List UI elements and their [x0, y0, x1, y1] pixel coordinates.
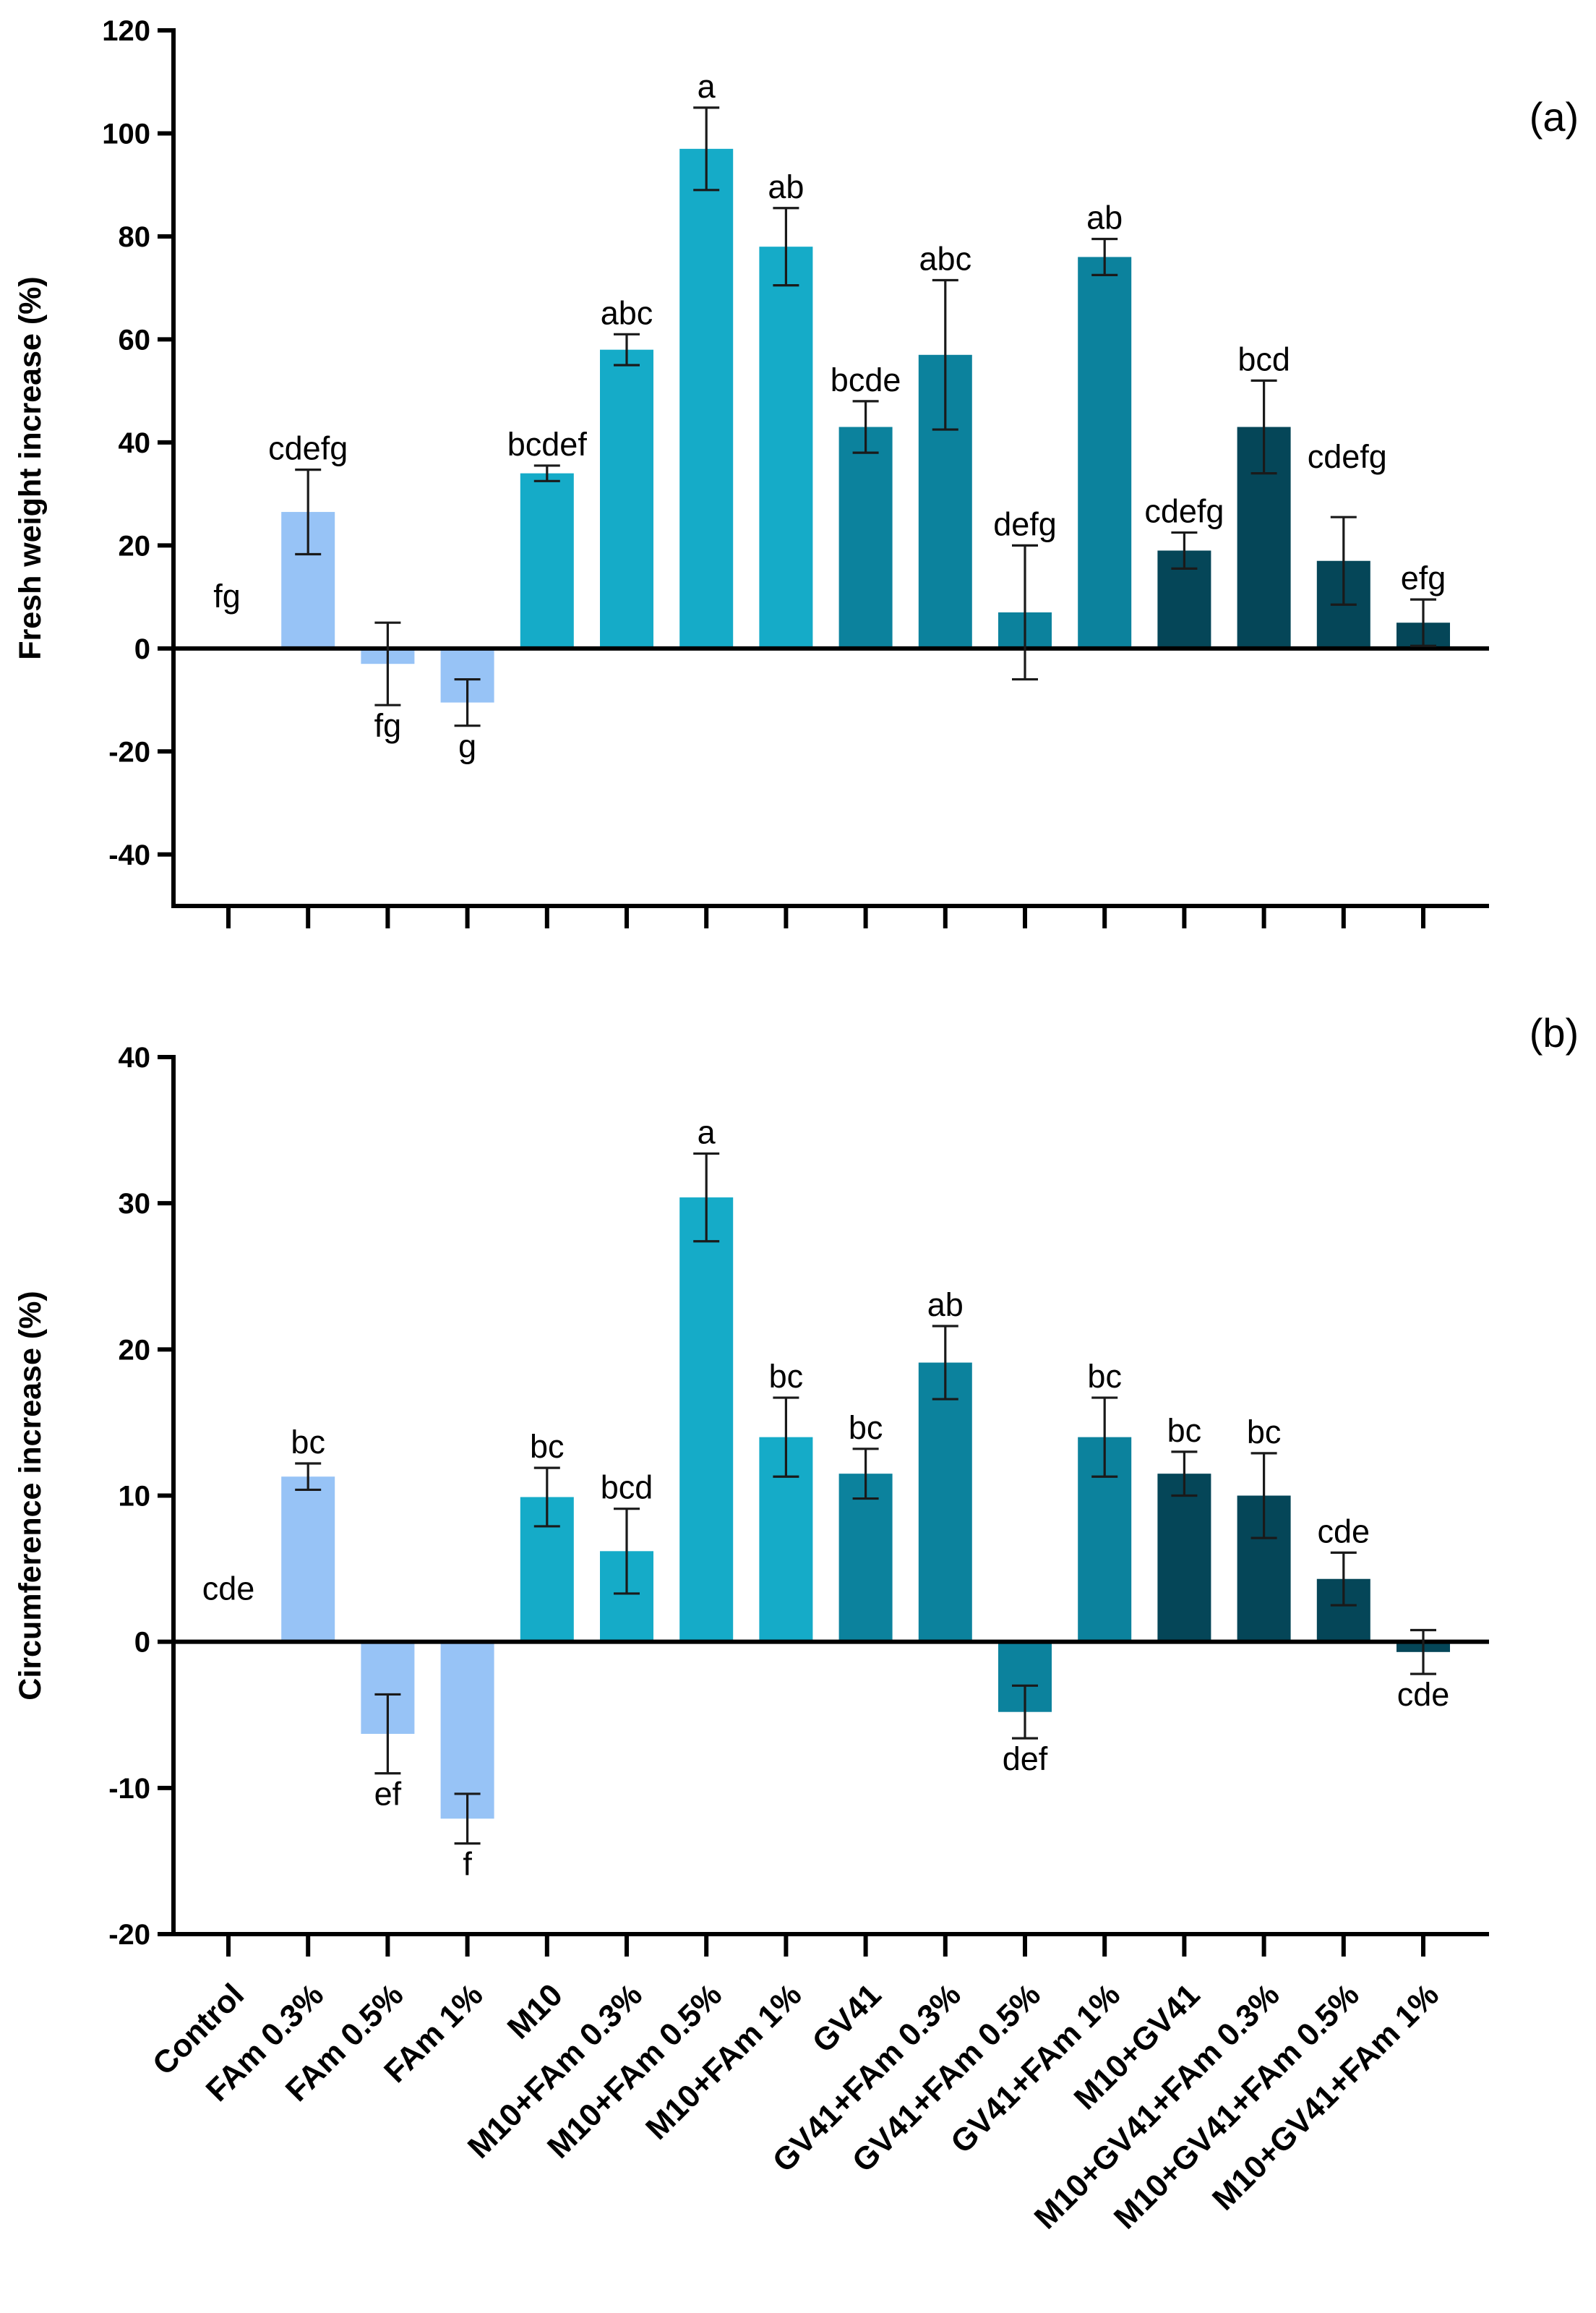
error-bar-m10-gv41-fam-1 — [1410, 598, 1436, 647]
y-tick-label: 0 — [134, 633, 150, 665]
error-bar-fam-1 — [454, 1792, 481, 1845]
y-tick-label: 10 — [119, 1481, 151, 1513]
y-tick-label: -20 — [108, 736, 150, 768]
error-bar-fam-0-3 — [295, 1462, 322, 1492]
error-bar-gv41-fam-0-5 — [1012, 1684, 1038, 1740]
error-bar-m10-gv41 — [1171, 1450, 1198, 1497]
error-bar-gv41 — [852, 1448, 879, 1500]
bar-m10-gv41 — [1157, 1474, 1211, 1642]
panel-b-circumference-chart: 40 30 20 10 0 -10 -20 Circumference increase (%… — [13, 1010, 1579, 1957]
significance-label: bc — [849, 1409, 883, 1446]
significance-label: a — [698, 1113, 716, 1150]
error-bar-m10 — [533, 464, 560, 482]
error-bar-m10-fam-0-5 — [693, 1152, 720, 1243]
y-tick-label: 30 — [119, 1188, 151, 1220]
error-bar-m10-gv41-fam-0-3 — [1250, 1452, 1277, 1539]
x-category-label-m10: M10 — [501, 1977, 570, 2045]
bar-m10-fam-0-5 — [679, 1197, 734, 1642]
panel-a-fresh-weight-chart: 120 100 80 60 40 20 0 -20 -40 Fresh weight increa… — [13, 15, 1579, 928]
error-bar-gv41-fam-0-3 — [932, 1325, 958, 1401]
error-bar-m10-fam-0-3 — [614, 333, 640, 367]
error-bar-m10-fam-0-5 — [693, 106, 720, 192]
y-tick-label: -20 — [108, 1919, 150, 1951]
significance-label: f — [463, 1846, 472, 1883]
significance-label: cdefg — [1308, 438, 1387, 475]
significance-label: cdefg — [1144, 493, 1224, 530]
y-axis-title: Circumference increase (%) — [13, 1291, 48, 1700]
y-tick-label: 40 — [119, 1042, 151, 1074]
error-bar-fam-1 — [454, 677, 481, 727]
error-bar-m10-gv41-fam-1 — [1410, 1628, 1436, 1675]
significance-label: ef — [374, 1776, 402, 1813]
significance-label: cde — [1318, 1513, 1370, 1549]
error-bar-m10-gv41-fam-0-5 — [1330, 1551, 1357, 1607]
error-bar-m10-fam-0-3 — [614, 1508, 640, 1595]
bar-fam-1 — [440, 1641, 494, 1819]
y-axis-title: Fresh weight increase (%) — [13, 276, 48, 660]
significance-label: cdefg — [268, 430, 348, 467]
bar-m10-fam-0-3 — [600, 349, 653, 649]
y-tick-label: 100 — [102, 118, 150, 150]
error-bar-gv41-fam-1 — [1091, 237, 1118, 276]
significance-label: bcdef — [507, 426, 588, 463]
y-tick-label: 40 — [119, 427, 151, 459]
significance-label: g — [458, 728, 476, 765]
y-tick-label: 0 — [134, 1627, 150, 1659]
significance-label: cde — [202, 1570, 255, 1607]
error-bar-m10 — [533, 1466, 560, 1528]
error-bar-m10-fam-1 — [773, 207, 799, 287]
significance-label: bcd — [1237, 341, 1290, 377]
significance-label: bc — [530, 1428, 565, 1465]
error-bar-gv41-fam-1 — [1091, 1396, 1118, 1478]
significance-label: ab — [927, 1286, 964, 1323]
bar-gv41-fam-0-3 — [918, 1362, 972, 1642]
error-bar-gv41-fam-0-3 — [932, 278, 958, 431]
significance-label: def — [1003, 1740, 1048, 1777]
significance-label: bc — [769, 1358, 804, 1395]
error-bar-fam-0-5 — [374, 1693, 401, 1775]
significance-label: fg — [374, 707, 402, 744]
error-bar-m10-gv41-fam-0-3 — [1250, 379, 1277, 475]
panel-tag: (a) — [1530, 94, 1579, 140]
y-tick-label: -40 — [108, 839, 150, 871]
panel-tag: (b) — [1530, 1010, 1579, 1056]
significance-label: bcde — [831, 362, 901, 398]
significance-label: abc — [601, 294, 653, 331]
significance-label: bc — [1247, 1414, 1282, 1450]
error-bar-m10-gv41 — [1171, 531, 1198, 570]
bar-m10-fam-1 — [759, 247, 813, 649]
y-tick-label: 60 — [119, 324, 151, 356]
significance-label: bc — [1087, 1358, 1122, 1395]
bar-gv41-fam-1 — [1078, 257, 1132, 649]
error-bar-m10-fam-1 — [773, 1396, 799, 1478]
significance-label: bc — [1167, 1412, 1202, 1449]
significance-label: abc — [919, 240, 972, 277]
significance-label: bc — [291, 1424, 325, 1461]
significance-label: fg — [213, 578, 241, 615]
bar-m10 — [520, 473, 574, 649]
y-tick-label: 20 — [119, 1334, 151, 1366]
significance-label: ab — [768, 168, 804, 205]
significance-label: cde — [1397, 1676, 1450, 1713]
significance-label: bcd — [601, 1469, 653, 1506]
error-bar-m10-gv41-fam-0-5 — [1330, 516, 1357, 606]
y-tick-label: 80 — [119, 221, 151, 253]
significance-label: efg — [1401, 560, 1446, 597]
y-tick-label: -10 — [108, 1773, 150, 1805]
bar-m10-fam-0-5 — [679, 148, 734, 649]
significance-label: a — [698, 68, 716, 105]
bar-fam-0-3 — [281, 1476, 335, 1642]
y-tick-label: 20 — [119, 530, 151, 562]
significance-label: ab — [1086, 200, 1123, 236]
significance-label: defg — [993, 505, 1057, 542]
error-bar-fam-0-3 — [295, 469, 322, 556]
error-bar-gv41-fam-0-5 — [1012, 544, 1038, 681]
bar-gv41 — [838, 427, 893, 649]
error-bar-gv41 — [852, 400, 879, 454]
error-bar-fam-0-5 — [374, 621, 401, 706]
y-tick-label: 120 — [102, 15, 150, 47]
bar-gv41 — [838, 1474, 893, 1642]
